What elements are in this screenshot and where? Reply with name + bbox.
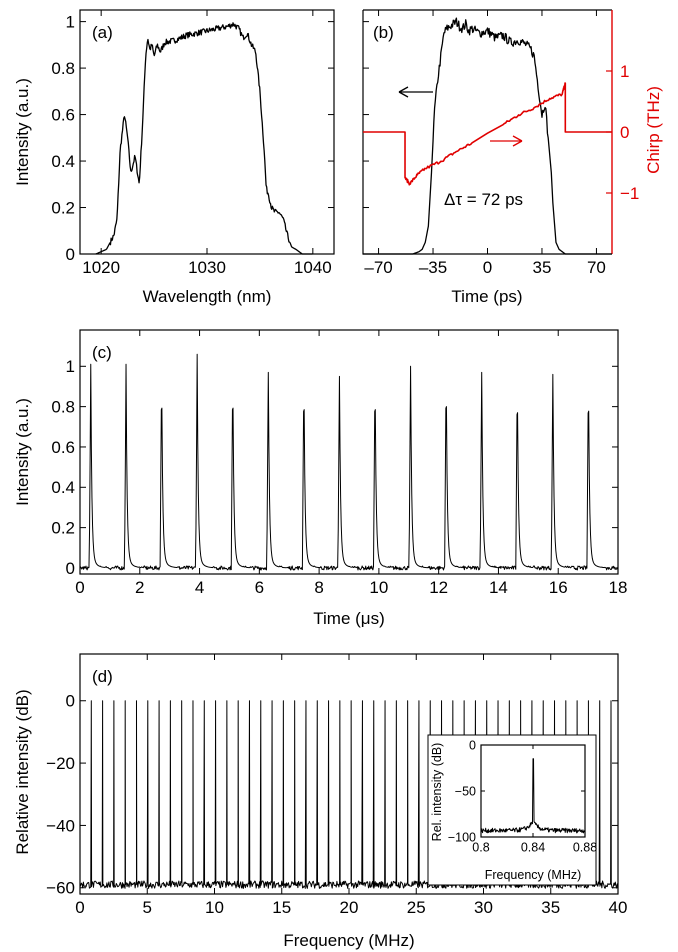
x-tick-label: 0 [75,578,84,597]
y2-tick-label: 1 [620,62,629,81]
panel-b-ticks: –70 –35 0 35 70 −1 0 1 [363,10,639,277]
y-tick-label: 0.4 [51,478,75,497]
panel-c-frame [79,329,619,575]
x-tick-label: 1020 [82,258,120,277]
y-tick-label: 0.8 [51,398,75,417]
panel-b-y2label: Chirp (THz) [644,86,663,174]
x-tick-label: 20 [340,898,359,917]
y-tick-label: 0 [66,245,75,264]
panel-a: 1020 1030 1040 0 0.2 0.4 0.6 0.8 1 (a) Wavelengt… [13,9,335,306]
y-tick-label: −20 [46,754,75,773]
y-tick-label: −100 [448,830,476,844]
panel-b-label: (b) [373,23,394,42]
x-tick-label: 2 [135,578,144,597]
y2-tick-label: 0 [620,123,629,142]
panel-b-xlabel: Time (ps) [451,287,522,306]
left-arrow-icon [398,86,433,98]
x-tick-label: 70 [587,258,606,277]
panel-a-label: (a) [92,23,113,42]
y-tick-label: 0.4 [51,152,75,171]
y-tick-label: 1 [66,13,75,32]
panel-a-spectrum-trace [95,22,313,255]
panel-d: 0 5 10 15 20 25 30 35 40 −60 −40 −20 0 (d) Frequency… [13,653,627,950]
right-arrow-icon [490,135,523,147]
panel-c-label: (c) [92,343,112,362]
y-tick-label: 0 [469,738,476,752]
x-tick-label: 30 [474,898,493,917]
x-tick-label: 0.88 [573,841,597,855]
x-tick-label: 0.8 [472,841,489,855]
x-tick-label: 4 [195,578,204,597]
x-tick-label: 0.84 [521,841,545,855]
y-tick-label: 0.2 [51,198,75,217]
x-tick-label: 8 [314,578,323,597]
x-tick-label: 6 [255,578,264,597]
panel-a-ylabel: Intensity (a.u.) [13,78,32,186]
inset-background [427,734,597,886]
x-tick-label: 18 [609,578,628,597]
x-tick-label: –70 [364,258,392,277]
x-tick-label: 15 [272,898,291,917]
inset-xlabel: Frequency (MHz) [485,868,582,882]
panel-c-xlabel: Time (μs) [313,609,385,628]
y-tick-label: 0 [66,692,75,711]
x-tick-label: 10 [205,898,224,917]
x-tick-label: 0 [483,258,492,277]
y-tick-label: 0.6 [51,438,75,457]
panel-c-ylabel: Intensity (a.u.) [13,398,32,506]
panel-d-inset: 0.8 0.84 0.88 −100 −50 0 Frequency (MHz) Rel.… [427,734,597,886]
x-tick-label: –35 [419,258,447,277]
panel-c-pulse-train-trace [79,353,619,571]
inset-ticks: 0.8 0.84 0.88 −100 −50 0 [448,738,597,854]
x-tick-label: 35 [533,258,552,277]
x-tick-label: 35 [541,898,560,917]
panel-d-spectrum-trace [79,700,619,889]
panel-a-xlabel: Wavelength (nm) [143,287,272,306]
panel-c-ticks: 0 2 4 6 8 10 12 14 16 18 0 0.2 0.4 0.6 0.8 1 [51,330,627,597]
panel-d-ticks: 0 5 10 15 20 25 30 35 40 −60 −40 −20 0 [46,654,627,917]
x-tick-label: 1040 [294,258,332,277]
y2-tick-label: −1 [620,184,639,203]
panel-d-xlabel: Frequency (MHz) [283,931,414,950]
panel-b-chirp-trace [363,82,612,186]
y-tick-label: 1 [66,357,75,376]
x-tick-label: 1030 [188,258,226,277]
panel-b-annotation: Δτ = 72 ps [444,190,523,209]
panel-a-frame [79,9,335,255]
panel-c: 0 2 4 6 8 10 12 14 16 18 0 0.2 0.4 0.6 0.8 1 (c) Time (… [13,329,627,628]
x-tick-label: 16 [549,578,568,597]
y-tick-label: −60 [46,879,75,898]
x-tick-label: 12 [429,578,448,597]
y-tick-label: −40 [46,816,75,835]
panel-a-ticks: 1020 1030 1040 0 0.2 0.4 0.6 0.8 1 [51,10,334,277]
inset-spectrum-trace [480,758,586,834]
inset-ylabel: Rel. intensity (dB) [430,743,444,842]
y-tick-label: 0 [66,559,75,578]
y-tick-label: 0.2 [51,519,75,538]
y-tick-label: −50 [455,784,476,798]
x-tick-label: 40 [609,898,628,917]
y-tick-label: 0.6 [51,106,75,125]
panel-d-label: (d) [92,667,113,686]
panel-d-ylabel: Relative intensity (dB) [13,689,32,854]
panel-b-pulse-trace [363,17,612,255]
x-tick-label: 10 [369,578,388,597]
y-tick-label: 0.8 [51,59,75,78]
x-tick-label: 14 [489,578,508,597]
x-tick-label: 25 [407,898,426,917]
x-tick-label: 0 [75,898,84,917]
x-tick-label: 5 [143,898,152,917]
panel-b: –70 –35 0 35 70 −1 0 1 (b) Time (ps) Chirp (THz… [362,9,663,306]
